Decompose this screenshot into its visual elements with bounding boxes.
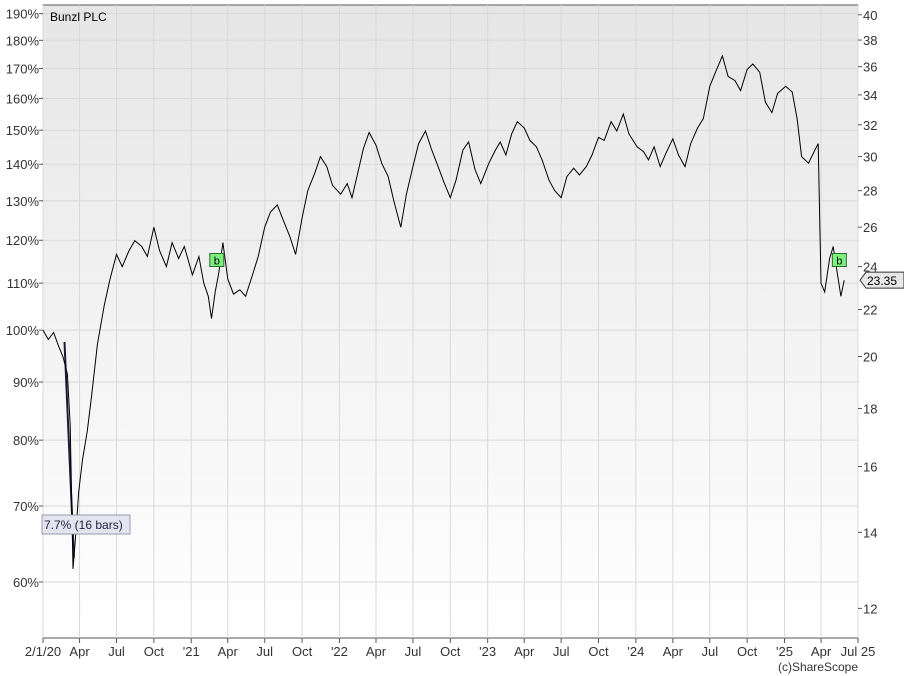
x-tick-label: Apr: [69, 644, 90, 659]
right-tick-label: 34: [863, 88, 877, 103]
x-tick-label: Apr: [663, 644, 684, 659]
x-tick-label: '24: [627, 644, 644, 659]
left-tick-label: 120%: [6, 233, 40, 248]
x-tick-label: Apr: [218, 644, 239, 659]
gridlines: [42, 5, 859, 638]
chart-title: Bunzl PLC: [50, 10, 107, 24]
x-tick-label: Jul: [553, 644, 570, 659]
x-tick-label: Oct: [588, 644, 609, 659]
right-tick-label: 22: [863, 303, 877, 318]
right-tick-label: 16: [863, 460, 877, 475]
x-tick-label: Oct: [440, 644, 461, 659]
x-tick-label: 2/1/20: [25, 644, 61, 659]
x-tick-label: '22: [331, 644, 348, 659]
copyright: (c)ShareScope: [778, 660, 858, 674]
right-tick-label: 32: [863, 118, 877, 133]
right-tick-label: 28: [863, 184, 877, 199]
right-tick-label: 14: [863, 525, 877, 540]
x-tick-label: '25: [776, 644, 793, 659]
x-tick-label: Jul: [108, 644, 125, 659]
flag-label: b: [836, 255, 842, 267]
right-tick-label: 24: [863, 260, 877, 275]
right-tick-label: 12: [863, 601, 877, 616]
flag-label: b: [214, 255, 220, 267]
x-tick-label: Oct: [737, 644, 758, 659]
x-tick-label: '23: [479, 644, 496, 659]
x-tick-label: Apr: [514, 644, 535, 659]
last-price-tag: 23.35: [859, 271, 904, 289]
left-tick-label: 190%: [6, 7, 40, 22]
right-tick-label: 20: [863, 350, 877, 365]
last-price-label: 23.35: [867, 274, 897, 288]
x-tick-label: Jul: [256, 644, 273, 659]
right-tick-label: 38: [863, 33, 877, 48]
right-tick-label: 26: [863, 220, 877, 235]
x-tick-label: Apr: [366, 644, 387, 659]
x-tick-label: Apr: [811, 644, 832, 659]
price-line: [42, 54, 845, 569]
x-tick-label: '21: [183, 644, 200, 659]
x-tick-label: Oct: [292, 644, 313, 659]
right-tick-label: 18: [863, 401, 877, 416]
right-tick-label: 40: [863, 8, 877, 23]
flag-marker: b: [831, 252, 847, 267]
left-tick-label: 130%: [6, 194, 40, 209]
left-tick-label: 160%: [6, 91, 40, 106]
left-tick-label: 110%: [7, 276, 40, 291]
x-tick-label: Jul: [701, 644, 718, 659]
x-tick-label: Oct: [144, 644, 165, 659]
left-tick-label: 80%: [13, 433, 39, 448]
flag-marker: b: [209, 252, 225, 267]
left-tick-label: 140%: [6, 157, 40, 172]
left-tick-label: 150%: [6, 123, 40, 138]
left-axis: 60% 70% 80% 90% 100% 110% 120% 130% 140% 150% 160%…: [6, 7, 43, 590]
x-tick-label: Jul 25: [841, 644, 876, 659]
left-tick-label: 180%: [6, 33, 40, 48]
x-axis: 2/1/20 Apr Jul Oct '21 Apr Jul Oct '22 Apr Jul Oct '…: [25, 638, 875, 659]
left-tick-label: 60%: [13, 575, 39, 590]
annotation-box: 7.7% (16 bars): [41, 514, 131, 535]
left-tick-label: 170%: [6, 61, 40, 76]
left-tick-label: 70%: [13, 499, 39, 514]
annotation-text: 7.7% (16 bars): [44, 518, 123, 532]
left-tick-label: 90%: [13, 375, 39, 390]
right-tick-label: 36: [863, 60, 877, 75]
left-tick-label: 100%: [6, 323, 40, 338]
right-axis: 12 14 16 18 20 22 24 26 28 30 32 34 36 38 40: [858, 8, 877, 616]
x-tick-label: Jul: [405, 644, 422, 659]
right-tick-label: 30: [863, 150, 877, 165]
